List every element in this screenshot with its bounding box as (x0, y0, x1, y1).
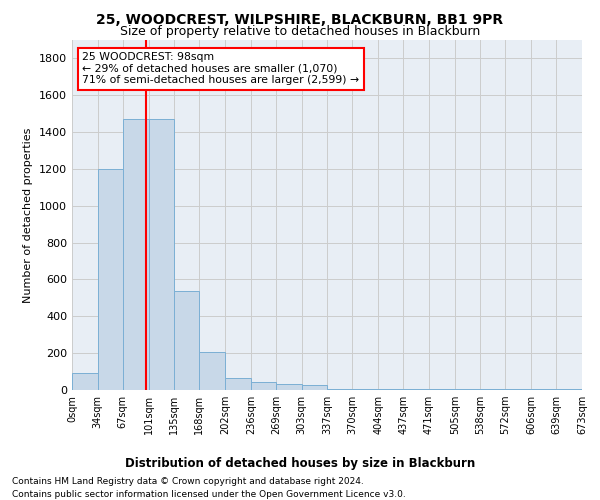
Bar (175, 290, 199, 390)
Bar (123, 119, 149, 390)
Bar (505, 389, 531, 390)
Bar (455, 389, 479, 390)
Text: Contains HM Land Registry data © Crown copyright and database right 2024.: Contains HM Land Registry data © Crown c… (12, 478, 364, 486)
Bar (302, 385, 328, 390)
Bar (556, 389, 582, 390)
Text: Size of property relative to detached houses in Blackburn: Size of property relative to detached ho… (120, 25, 480, 38)
Bar (225, 378, 251, 390)
Y-axis label: Number of detached properties: Number of detached properties (23, 128, 34, 302)
Bar (378, 389, 403, 390)
Bar (98, 169, 123, 390)
Bar (72, 374, 98, 390)
Text: 25, WOODCREST, WILPSHIRE, BLACKBURN, BB1 9PR: 25, WOODCREST, WILPSHIRE, BLACKBURN, BB1… (97, 12, 503, 26)
Text: Distribution of detached houses by size in Blackburn: Distribution of detached houses by size … (125, 458, 475, 470)
Bar (251, 382, 276, 390)
Text: 25 WOODCREST: 98sqm
← 29% of detached houses are smaller (1,070)
71% of semi-det: 25 WOODCREST: 98sqm ← 29% of detached ho… (82, 52, 359, 86)
Bar (429, 389, 455, 390)
Bar (352, 389, 378, 390)
Bar (149, 119, 175, 390)
Bar (479, 389, 505, 390)
Bar (276, 384, 302, 390)
Text: Contains public sector information licensed under the Open Government Licence v3: Contains public sector information licen… (12, 490, 406, 499)
Bar (403, 389, 429, 390)
Bar (328, 389, 352, 390)
Bar (531, 389, 556, 390)
Bar (199, 352, 225, 390)
